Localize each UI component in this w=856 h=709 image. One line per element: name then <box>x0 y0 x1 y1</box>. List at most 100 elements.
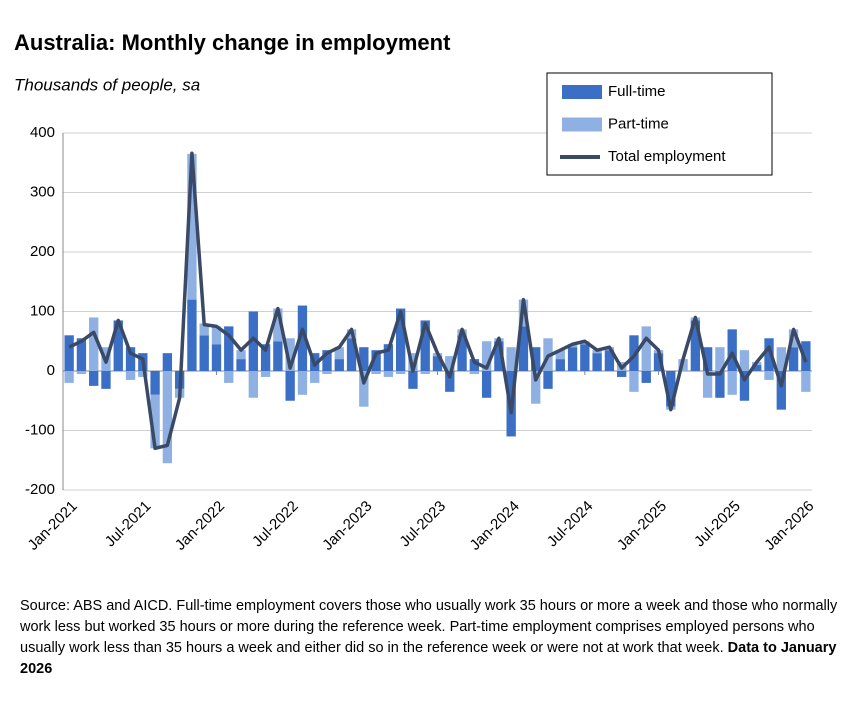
x-tick-label: Jan-2026 <box>761 498 817 554</box>
bar <box>359 347 369 371</box>
bar <box>187 153 197 300</box>
bar <box>76 338 87 371</box>
x-tick-label: Jan-2022 <box>172 498 228 554</box>
bar <box>469 359 480 371</box>
y-tick-label: 200 <box>30 243 55 260</box>
bar <box>420 371 430 374</box>
chart: Australia: Monthly change in employment … <box>14 30 817 554</box>
bar <box>445 356 455 371</box>
x-tick-label: Jul-2021 <box>102 498 155 551</box>
bar <box>224 371 234 383</box>
bar <box>715 347 725 371</box>
x-tick-label: Jul-2022 <box>249 498 302 551</box>
bar <box>187 299 197 371</box>
bar <box>580 344 590 371</box>
bar <box>481 341 492 371</box>
bar <box>371 350 381 371</box>
bar <box>727 329 737 371</box>
chart-subtitle: Thousands of people, sa <box>14 75 200 94</box>
bar <box>739 371 750 401</box>
bar <box>702 371 713 398</box>
bar <box>273 341 283 371</box>
bar <box>395 371 406 374</box>
footnote: Source: ABS and AICD. Full-time employme… <box>20 596 840 680</box>
legend: Full-time Part-time Total employment <box>546 72 773 176</box>
bar <box>273 308 283 342</box>
bar <box>138 371 148 377</box>
legend-label: Full-time <box>608 83 666 100</box>
bar <box>776 347 786 371</box>
bar <box>162 353 173 371</box>
bar <box>150 394 160 449</box>
bar <box>383 344 394 371</box>
bar <box>89 371 99 386</box>
bar <box>224 326 234 371</box>
x-tick-label: Jul-2023 <box>396 498 449 551</box>
bar <box>334 347 344 360</box>
bar <box>260 344 271 371</box>
bar <box>641 371 651 383</box>
x-tick-label: Jan-2024 <box>467 498 523 554</box>
bar <box>469 371 480 374</box>
x-tick-label: Jul-2025 <box>691 498 744 551</box>
bar <box>297 305 308 371</box>
bar <box>432 356 443 371</box>
bar <box>211 326 222 345</box>
bar <box>788 347 799 371</box>
footnote-text: Source: ABS and AICD. Full-time employme… <box>20 598 838 656</box>
legend-label: Part-time <box>608 115 669 132</box>
bar <box>776 371 786 410</box>
bar <box>322 350 332 371</box>
y-tick-label: 0 <box>47 362 55 379</box>
bar <box>76 371 87 374</box>
bar <box>322 371 332 374</box>
bar <box>715 371 725 398</box>
bar <box>297 371 308 395</box>
bar <box>199 335 209 371</box>
bar <box>752 365 762 371</box>
x-tick-label: Jan-2025 <box>614 498 670 554</box>
bar <box>383 371 394 377</box>
y-tick-label: 100 <box>30 302 55 319</box>
bar <box>727 371 737 395</box>
bar <box>408 371 418 389</box>
bar <box>555 350 565 360</box>
bar <box>346 338 357 371</box>
x-tick-label: Jul-2024 <box>544 498 597 551</box>
footnote-bold: Data to January 2026 <box>20 640 837 677</box>
bar <box>395 308 406 371</box>
bar <box>260 371 271 377</box>
x-tick-label: Jan-2021 <box>25 498 81 554</box>
bar <box>801 341 811 371</box>
bar <box>457 335 467 371</box>
bar <box>494 341 504 371</box>
bar <box>567 347 578 371</box>
bar <box>113 320 123 371</box>
bar <box>89 317 99 371</box>
bar <box>64 371 74 383</box>
bar <box>248 371 258 398</box>
bar <box>211 344 222 371</box>
bar <box>199 323 209 336</box>
legend-swatch <box>562 85 602 99</box>
bar <box>604 350 615 371</box>
bar <box>531 371 541 404</box>
y-tick-label: 300 <box>30 183 55 200</box>
bar <box>531 347 541 371</box>
y-tick-label: 400 <box>30 124 55 141</box>
bar <box>690 320 701 371</box>
bar <box>592 353 602 371</box>
chart-title: Australia: Monthly change in employment <box>14 30 451 55</box>
line <box>68 151 808 451</box>
bar <box>371 371 381 374</box>
bar <box>64 335 74 371</box>
x-tick-label: Jan-2023 <box>319 498 375 554</box>
bar <box>518 326 529 371</box>
bar <box>481 371 492 398</box>
bar <box>739 350 750 371</box>
y-tick-label: -100 <box>25 421 55 438</box>
bar <box>359 371 369 407</box>
bar <box>555 359 565 371</box>
bar <box>334 359 344 371</box>
